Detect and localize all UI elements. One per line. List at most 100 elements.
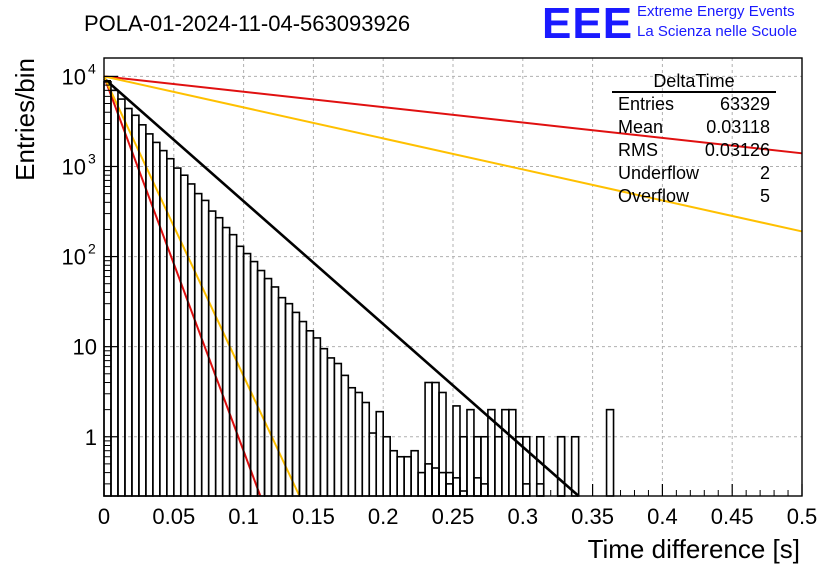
x-axis-ticks: 0 0.05 0.1 0.15 0.2 0.25 0.3 0.35 0.4 0.45 0.5	[98, 484, 817, 529]
histogram-bin	[452, 477, 461, 497]
histogram-bin	[452, 405, 461, 497]
y-tick-label: 10	[62, 154, 86, 179]
histogram-bin	[291, 311, 301, 497]
histogram-bin	[193, 192, 203, 497]
histogram-bin	[270, 286, 280, 497]
histogram-bin	[389, 449, 398, 497]
y-tick-exponent: 4	[88, 60, 96, 76]
fit-curve-line	[103, 77, 580, 497]
stats-row-label: Mean	[618, 117, 663, 137]
histogram-bin	[535, 435, 545, 497]
histogram-bin	[110, 89, 119, 497]
histogram-bin	[186, 183, 196, 497]
histogram-bin	[207, 210, 217, 497]
y-tick-label: 10	[73, 335, 97, 360]
stats-row-value: 0.03118	[706, 117, 770, 137]
histogram-bin	[494, 435, 503, 497]
stats-row-label: RMS	[618, 140, 658, 160]
y-tick-exponent: 2	[88, 241, 96, 257]
x-tick-label: 0.05	[152, 504, 195, 529]
stats-box: DeltaTime Entries 63329 Mean 0.03118 RMS 0.03…	[612, 71, 776, 206]
histogram-bin	[298, 320, 308, 497]
x-tick-label: 0.45	[711, 504, 754, 529]
histogram-bin	[508, 408, 517, 497]
histogram-bin	[319, 347, 329, 497]
histogram-bin	[501, 408, 510, 497]
histogram-bin	[556, 435, 566, 497]
histogram-bin	[473, 477, 482, 497]
histogram-bin	[326, 357, 336, 497]
histogram-bin	[145, 133, 154, 497]
y-tick-exponent: 3	[88, 150, 96, 166]
fit-curve-line	[103, 75, 803, 233]
fit-curve-line	[103, 76, 262, 497]
y-tick-label: 10	[62, 245, 86, 270]
histogram-bin	[333, 362, 343, 497]
histogram-bin	[417, 471, 426, 497]
histogram-bin	[305, 330, 315, 497]
logo-caption-line1: Extreme Energy Events	[637, 3, 795, 20]
y-axis-title: Entries/bin	[10, 58, 40, 181]
histogram-bin	[438, 391, 447, 497]
y-tick-label: 1	[85, 425, 97, 450]
histogram-bin	[473, 435, 482, 497]
histogram-bin	[368, 432, 378, 497]
stats-row-value: 5	[760, 186, 770, 206]
histogram-bin	[375, 410, 385, 497]
histogram-bin	[340, 374, 350, 497]
fit-curve-line	[103, 75, 803, 155]
histogram-bin	[459, 435, 468, 497]
x-tick-label: 0.1	[228, 504, 259, 529]
y-tick-label: 10	[62, 64, 86, 89]
histogram-bin	[354, 391, 364, 497]
x-tick-label: 0.5	[787, 504, 818, 529]
x-tick-label: 0.25	[432, 504, 475, 529]
histogram-bin	[103, 81, 112, 497]
histogram-bin	[605, 408, 615, 497]
histogram-bin	[521, 435, 531, 497]
histogram-bin	[466, 408, 475, 497]
histogram-bin	[396, 455, 405, 497]
histogram-bin	[221, 226, 231, 497]
histogram-bin	[228, 233, 238, 497]
histogram-bin	[256, 269, 266, 497]
x-tick-label: 0	[98, 504, 110, 529]
stats-box-name: DeltaTime	[653, 71, 734, 91]
histogram-bin	[424, 463, 433, 497]
x-tick-label: 0.15	[292, 504, 335, 529]
histogram-bin	[277, 296, 287, 497]
stats-row-value: 0.03126	[705, 140, 770, 160]
stats-row-label: Overflow	[618, 186, 690, 206]
histogram-bin	[173, 167, 182, 497]
logo-caption-line2: La Scienza nelle Scuole	[637, 23, 798, 40]
histogram-bin	[347, 386, 357, 497]
x-tick-label: 0.4	[647, 504, 678, 529]
histogram-bin	[263, 277, 273, 497]
histogram-bin	[445, 483, 454, 497]
stats-row-value: 63329	[720, 94, 770, 114]
histogram-bin	[480, 435, 489, 497]
histogram-bin	[431, 381, 440, 497]
stats-row-label: Entries	[618, 94, 674, 114]
histogram-bin	[179, 174, 189, 497]
histogram-bin	[361, 401, 371, 497]
x-tick-label: 0.35	[571, 504, 614, 529]
histogram-bin	[424, 381, 433, 497]
histogram-bin	[131, 114, 140, 497]
histogram-bin	[312, 337, 322, 497]
histogram-bin	[570, 435, 580, 497]
histogram-bin	[410, 449, 419, 497]
x-tick-label: 0.2	[368, 504, 399, 529]
histogram-bin	[521, 483, 531, 497]
plot-title: POLA-01-2024-11-04-563093926	[84, 11, 411, 36]
stats-row-value: 2	[760, 163, 770, 183]
histogram-bin	[431, 467, 440, 497]
x-axis-title: Time difference [s]	[588, 534, 800, 564]
histogram-bin	[535, 483, 545, 497]
histogram-bin	[556, 435, 566, 497]
histogram-bin	[214, 216, 224, 497]
x-tick-label: 0.3	[508, 504, 539, 529]
eee-logo: EEE	[542, 0, 634, 48]
